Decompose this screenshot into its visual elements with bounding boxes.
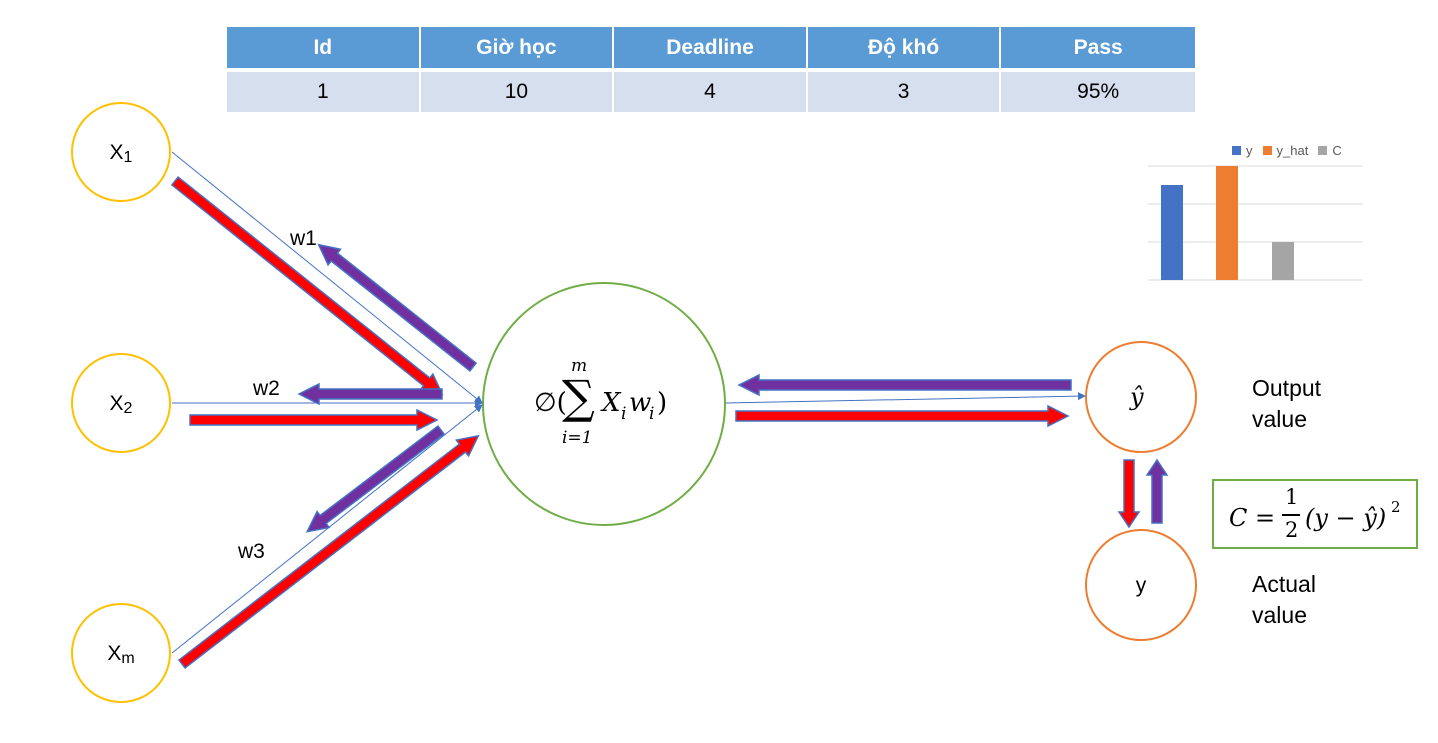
actual-node-y: [1085, 529, 1197, 641]
legend-swatch-c: [1318, 146, 1328, 155]
formula-close-paren: ): [657, 388, 668, 418]
legend-label-y: y: [1246, 143, 1253, 158]
input-label-xm-base: X: [107, 642, 122, 665]
output-symbol-yhat: ŷ: [1130, 383, 1144, 411]
weight-label-w3: w3: [238, 540, 265, 563]
chart-bar-C: [1272, 242, 1294, 280]
input-label-xm: Xm: [96, 642, 146, 667]
cost-exponent: 2: [1391, 498, 1401, 516]
input-label-x1-base: X: [109, 141, 124, 164]
input-node-x2: [71, 353, 171, 453]
forward-arrow-x2: [189, 408, 439, 432]
chart-bar-y-hat: [1216, 166, 1238, 280]
legend-label-c: C: [1332, 143, 1342, 158]
input-node-xm: [71, 603, 171, 703]
legend-item-c: C: [1318, 143, 1342, 158]
table-row: 1 10 4 3 95%: [227, 72, 1195, 112]
formula-phi: ∅(: [534, 388, 567, 418]
cost-numerator: 1: [1285, 485, 1299, 509]
forward-arrow-down: [1117, 459, 1141, 529]
input-label-x1: X1: [96, 141, 146, 166]
backward-arrow-xm: [305, 424, 446, 533]
output-node-yhat: [1085, 341, 1197, 453]
neuron-node: [482, 282, 726, 526]
connection-output: [725, 392, 1086, 404]
formula-term-x: X: [602, 388, 621, 418]
chart-legend: y y_hat C: [1232, 143, 1342, 158]
table-cell-do-kho: 3: [807, 72, 1002, 112]
table-cell-id: 1: [227, 72, 421, 112]
formula-sigma: ∑: [562, 370, 595, 424]
cost-function-box: [1212, 479, 1418, 549]
formula-term-x-sub: i: [621, 404, 627, 424]
backward-arrow-output: [737, 373, 1072, 397]
table-cell-deadline: 4: [614, 72, 808, 112]
table-header-do-kho: Độ khó: [807, 27, 1002, 72]
table-cell-pass: 95%: [1001, 72, 1195, 112]
table-header-deadline: Deadline: [614, 27, 808, 72]
data-table: Id Giờ học Deadline Độ khó Pass 1 10 4 3…: [227, 27, 1195, 112]
backward-arrow-x2: [297, 382, 443, 406]
cost-eq: =: [1255, 504, 1276, 532]
actual-symbol-y: y: [1135, 574, 1147, 597]
mini-bar-chart: [1148, 165, 1363, 281]
backward-arrow-x1: [317, 243, 478, 372]
connection-x1: [171, 151, 483, 404]
chart-bar-y: [1161, 185, 1183, 280]
formula-lower-limit: i=1: [562, 428, 593, 448]
legend-item-y-hat: y_hat: [1262, 143, 1309, 158]
formula-term-w-sub: i: [649, 404, 655, 424]
input-label-x2-base: X: [109, 392, 124, 415]
legend-item-y: y: [1232, 143, 1253, 158]
weight-label-w2: w2: [253, 377, 280, 400]
weight-label-w1: w1: [290, 227, 317, 250]
actual-value-label: Actual value: [1252, 571, 1316, 628]
table-cell-gio-hoc: 10: [420, 72, 615, 112]
forward-arrow-x1: [170, 176, 444, 396]
output-value-label: Output value: [1252, 375, 1322, 432]
formula-upper-limit: m: [571, 356, 588, 376]
legend-swatch-y-hat: [1262, 146, 1272, 155]
legend-swatch-y: [1232, 146, 1241, 155]
table-header-id: Id: [227, 27, 421, 72]
cost-fraction-bar: [1282, 514, 1300, 516]
table-header-pass: Pass: [1001, 27, 1195, 72]
input-label-x2-sub: 2: [123, 400, 133, 417]
input-node-x1: [71, 102, 171, 202]
cost-lhs: C: [1229, 504, 1248, 532]
input-label-x1-sub: 1: [123, 149, 133, 166]
table-header-gio-hoc: Giờ học: [420, 27, 615, 72]
connection-xm: [171, 404, 483, 654]
table-header-row: Id Giờ học Deadline Độ khó Pass: [227, 27, 1195, 72]
cost-denominator: 2: [1285, 518, 1299, 542]
forward-arrow-output: [735, 404, 1070, 428]
input-label-xm-sub: m: [121, 650, 135, 667]
formula-term-w: w: [629, 388, 652, 418]
forward-arrow-xm: [177, 434, 480, 670]
input-label-x2: X2: [96, 392, 146, 417]
legend-label-y-hat: y_hat: [1276, 143, 1309, 158]
backward-arrow-up: [1145, 458, 1169, 524]
cost-body: (y − ŷ): [1305, 504, 1387, 532]
